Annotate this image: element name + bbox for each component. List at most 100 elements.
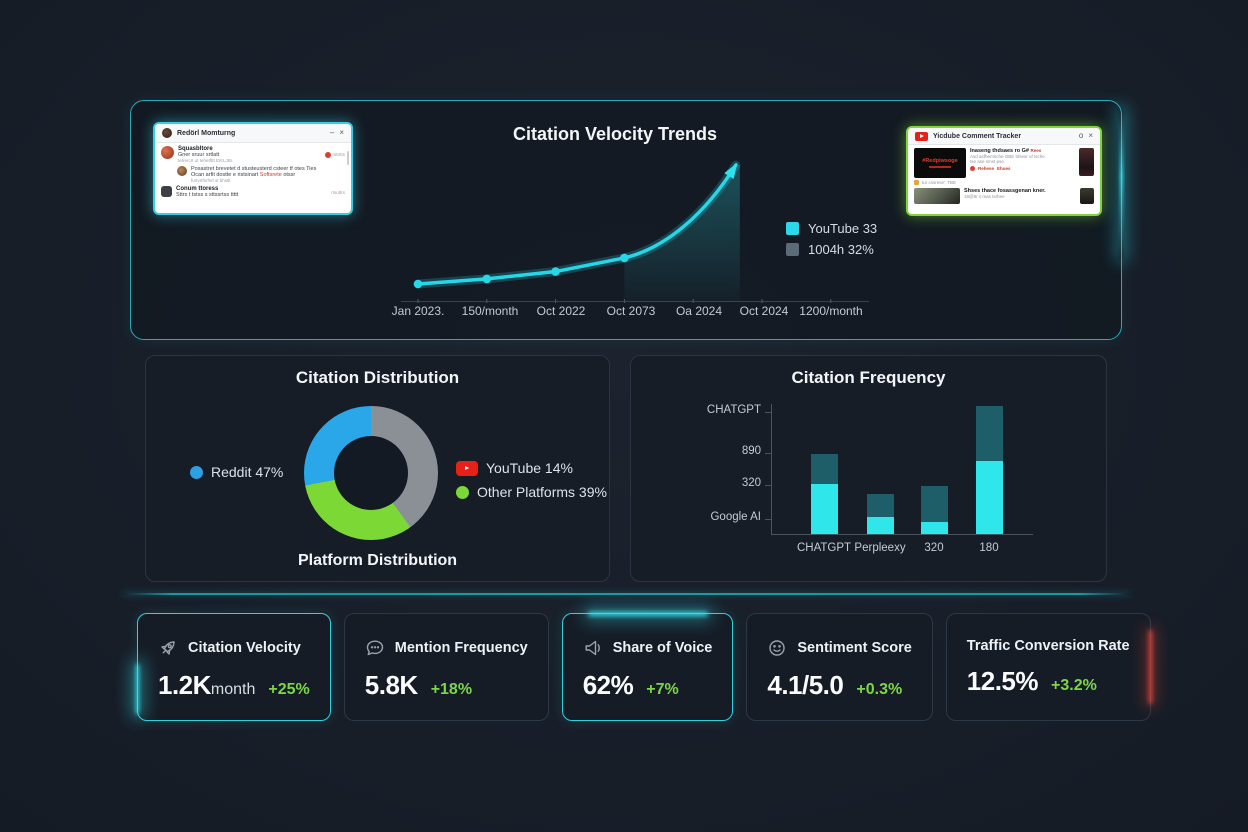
red-dot-icon bbox=[970, 166, 975, 171]
x-axis-label: Oct 2022 bbox=[536, 304, 586, 318]
video-title: Shses thace fosassgenan kner. bbox=[964, 188, 1046, 194]
velocity-line-chart bbox=[401, 160, 869, 303]
kpi-row: Citation Velocity 1.2K month +25% Mention… bbox=[136, 612, 1152, 721]
reddit-post-row[interactable]: Squasbltore Gner sruur srtlatt tetrercrt… bbox=[161, 146, 345, 163]
comment-line: Posastret brevetet d stusteusterd csteer… bbox=[191, 166, 317, 172]
video-line: Asd asfhernsche OBE bfsesr uf tsche bbox=[970, 154, 1045, 159]
reddit-post-row[interactable]: Conum ttoress Sttrs t tstss s sttssrtss … bbox=[161, 186, 345, 198]
minimize-icon[interactable]: o bbox=[1078, 131, 1084, 140]
kpi-label: Share of Voice bbox=[612, 640, 713, 656]
post-subtitle: Gner sruur srtlatt bbox=[178, 152, 220, 158]
citation-distribution-card: Citation Distribution Reddit 47% YouTube… bbox=[145, 355, 610, 582]
close-icon[interactable]: × bbox=[339, 128, 344, 137]
y-axis-label: 890 bbox=[741, 445, 761, 457]
kpi-citation-velocity: Citation Velocity 1.2K month +25% bbox=[136, 613, 331, 721]
x-axis-label: Jan 2023. bbox=[391, 304, 445, 318]
post-avatar bbox=[161, 186, 172, 197]
post-title: Squasbltore bbox=[178, 146, 213, 152]
chat-bubble-icon bbox=[365, 638, 385, 658]
video-thumbnail: #Redpiwsoge bbox=[914, 148, 966, 178]
velocity-legend: YouTube 33 1004h 32% bbox=[786, 221, 877, 257]
kpi-label: Citation Velocity bbox=[188, 640, 301, 656]
channel-icon bbox=[914, 180, 919, 185]
video-row[interactable]: #Redpiwsoge tur cssrese', TBE Inaseng th… bbox=[914, 148, 1094, 185]
x-axis-label: Oct 2024 bbox=[739, 304, 789, 318]
video-thumbnail bbox=[914, 188, 960, 204]
kpi-label: Traffic Conversion Rate bbox=[966, 638, 1130, 654]
video-row[interactable]: Shses thace fosassgenan kner. 18@8r s ma… bbox=[914, 188, 1094, 204]
y-axis-label: 320 bbox=[741, 477, 761, 489]
bar-category-label: Perpleexy bbox=[854, 542, 906, 554]
platform-distribution-subtitle: Platform Distribution bbox=[297, 552, 458, 569]
stacked-bar bbox=[976, 406, 1003, 534]
neon-glow bbox=[136, 664, 139, 714]
red-neon-glow bbox=[1148, 630, 1152, 704]
legend-item-reddit: Reddit 47% bbox=[190, 464, 283, 480]
reddit-post-row[interactable]: Posastret brevetet d stusteusterd csteer… bbox=[161, 166, 345, 183]
post-meta: rtsuttrs bbox=[331, 189, 345, 195]
status-badge: rsttrtts bbox=[324, 146, 345, 163]
stacked-bar bbox=[867, 494, 894, 534]
section-divider bbox=[122, 593, 1130, 595]
kpi-value: 5.8K bbox=[364, 670, 418, 700]
frequency-bars bbox=[771, 404, 1033, 534]
video-meta: tur cssrese', TBE bbox=[922, 180, 957, 185]
rocket-icon bbox=[158, 638, 178, 658]
legend-item-other: Other Platforms 39% bbox=[456, 484, 607, 500]
kpi-label: Mention Frequency bbox=[394, 640, 528, 656]
legend-swatch bbox=[786, 222, 799, 235]
x-axis-label: 150/month bbox=[461, 304, 519, 318]
legend-item-youtube: YouTube 14% bbox=[456, 460, 573, 476]
post-subtitle: Sttrs t tstss s sttssrtss ttttt bbox=[176, 192, 239, 198]
kpi-sentiment-score: Sentiment Score 4.1/5.0 +0.3% bbox=[746, 613, 933, 721]
citation-frequency-card: Citation Frequency CHATGPT 890 320 Googl… bbox=[630, 355, 1107, 582]
comment-line: Ocan arfit dostte e ristsinart Softsrete… bbox=[191, 172, 296, 178]
reddit-window-header: Redörl Momturng – × bbox=[155, 124, 351, 143]
kpi-unit: month bbox=[210, 681, 256, 698]
kpi-mention-frequency: Mention Frequency 5.8K +18% bbox=[343, 613, 549, 721]
legend-item: 1004h 32% bbox=[786, 242, 877, 257]
citation-velocity-panel: Citation Velocity Trends Redörl Momturng… bbox=[130, 100, 1123, 340]
post-title: Conum ttoress bbox=[176, 186, 219, 192]
other-platforms-dot-icon bbox=[456, 485, 469, 499]
bar-category-label: 180 bbox=[979, 542, 999, 554]
x-axis-label: 1200/month bbox=[799, 304, 863, 318]
side-thumbnail bbox=[1079, 148, 1094, 176]
stacked-bar bbox=[921, 486, 948, 534]
kpi-delta: +7% bbox=[646, 681, 679, 698]
youtube-window-title: Yicdube Comment Tracker bbox=[933, 132, 1022, 140]
side-thumbnail bbox=[1080, 188, 1094, 204]
kpi-delta: +25% bbox=[268, 681, 310, 698]
kpi-delta: +18% bbox=[430, 681, 473, 698]
youtube-logo-icon bbox=[915, 131, 928, 141]
kpi-label: Sentiment Score bbox=[797, 640, 912, 656]
post-meta: furtvrtfsrfsrt st bhstlt bbox=[191, 178, 231, 183]
video-title: Inaseng thdsaes ro G# Rees bbox=[970, 148, 1042, 154]
reddit-dot-icon bbox=[190, 465, 203, 479]
frequency-title: Citation Frequency bbox=[791, 368, 946, 387]
post-avatar bbox=[177, 166, 187, 176]
reddit-window-title: Redörl Momturng bbox=[177, 129, 236, 137]
x-axis-label: Oct 2073 bbox=[606, 304, 656, 318]
legend-swatch bbox=[786, 243, 799, 256]
kpi-value: 1.2K bbox=[158, 670, 211, 700]
scrollbar[interactable] bbox=[347, 151, 349, 165]
smiley-icon bbox=[767, 638, 787, 658]
legend-item: YouTube 33 bbox=[786, 221, 877, 236]
kpi-value: 12.5% bbox=[966, 666, 1039, 696]
panel-neon-glow bbox=[1120, 109, 1123, 259]
video-line: tse ase smst pse. bbox=[970, 159, 1006, 164]
youtube-tracker-window[interactable]: Yicdube Comment Tracker o × #Redpiwsoge … bbox=[906, 126, 1102, 216]
reddit-monitoring-window[interactable]: Redörl Momturng – × Squasbltore Gner sru… bbox=[153, 122, 353, 215]
neon-glow bbox=[587, 612, 708, 616]
reddit-avatar bbox=[162, 128, 172, 138]
stacked-bar bbox=[811, 454, 838, 534]
close-icon[interactable]: × bbox=[1088, 131, 1093, 140]
post-meta: tetrercrt ot tehetfttt EItrLJtts bbox=[178, 158, 233, 163]
minimize-icon[interactable]: – bbox=[329, 128, 335, 137]
kpi-value: 4.1/5.0 bbox=[767, 670, 844, 700]
red-dot-icon bbox=[324, 151, 331, 158]
bar-category-label: CHATGPT bbox=[796, 542, 852, 554]
youtube-play-icon bbox=[456, 460, 478, 476]
